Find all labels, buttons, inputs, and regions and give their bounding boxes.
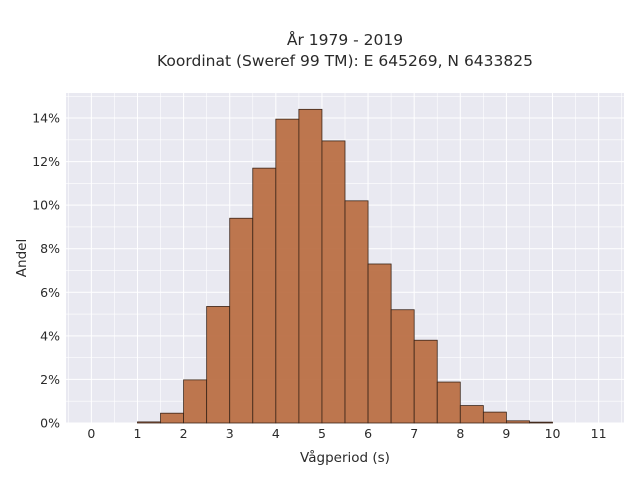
histogram-bar xyxy=(344,200,369,424)
histogram-bar xyxy=(229,217,254,424)
x-axis-label: Vågperiod (s) xyxy=(300,449,390,466)
histogram-bar xyxy=(506,420,530,424)
bars xyxy=(137,108,553,424)
x-tick-label: 3 xyxy=(226,426,234,441)
histogram-bar xyxy=(183,379,208,424)
x-tick-label: 1 xyxy=(134,426,142,441)
histogram-bar xyxy=(367,263,392,424)
histogram-bar xyxy=(206,306,231,424)
chart-title-line2: Koordinat (Sweref 99 TM): E 645269, N 64… xyxy=(157,52,533,70)
y-tick-label: 12% xyxy=(32,154,60,169)
x-tick-label: 0 xyxy=(87,426,95,441)
histogram-bar xyxy=(436,381,461,424)
histogram-bar xyxy=(160,412,184,424)
x-tick-label: 8 xyxy=(456,426,464,441)
y-tick-label: 4% xyxy=(40,328,60,343)
histogram-bar xyxy=(137,421,161,424)
y-tick-label: 10% xyxy=(32,198,60,213)
chart-title-line1: År 1979 - 2019 xyxy=(287,30,403,49)
x-tick-label: 4 xyxy=(272,426,280,441)
x-tick-labels: 0 1 2 3 4 5 6 7 8 9 10 11 xyxy=(87,426,606,441)
histogram-bar xyxy=(390,309,415,424)
y-tick-label: 2% xyxy=(40,372,60,387)
histogram-bar xyxy=(321,140,346,424)
histogram-bar xyxy=(252,167,277,424)
x-tick-label: 6 xyxy=(364,426,372,441)
x-tick-label: 11 xyxy=(591,426,607,441)
x-tick-label: 5 xyxy=(318,426,326,441)
histogram-bar xyxy=(482,411,507,424)
y-axis-label: Andel xyxy=(14,239,30,277)
histogram-bar xyxy=(413,339,438,424)
y-tick-label: 8% xyxy=(40,241,60,256)
histogram-bar xyxy=(298,108,323,424)
y-tick-label: 6% xyxy=(40,285,60,300)
x-tick-label: 9 xyxy=(502,426,510,441)
y-tick-label: 14% xyxy=(32,111,60,126)
x-tick-label: 2 xyxy=(180,426,188,441)
y-tick-label: 0% xyxy=(40,416,60,431)
x-tick-label: 7 xyxy=(410,426,418,441)
histogram-bar xyxy=(529,421,553,424)
histogram-bar xyxy=(275,118,300,424)
histogram-bar xyxy=(459,405,484,424)
y-tick-labels: 0% 2% 4% 6% 8% 10% 12% 14% xyxy=(32,111,60,431)
x-tick-label: 10 xyxy=(545,426,561,441)
